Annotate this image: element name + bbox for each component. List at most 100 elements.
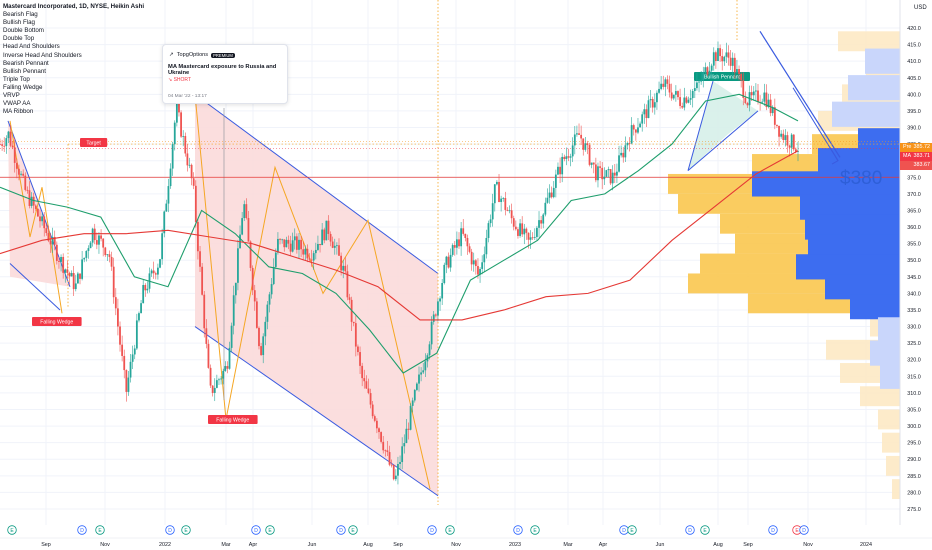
x-tick-11: Apr <box>599 542 608 548</box>
candle-body-346 <box>727 52 730 58</box>
candle-body-335 <box>704 67 707 73</box>
candle-body-378 <box>794 149 797 152</box>
candle-body-200 <box>420 372 423 375</box>
candle-body-26 <box>53 236 56 245</box>
legend-item-6[interactable]: Bearish Pennant <box>3 59 49 67</box>
legend-item-5[interactable]: Inverse Head And Shoulders <box>3 51 82 59</box>
candle-body-20 <box>41 216 44 222</box>
candle-body-180 <box>378 428 380 433</box>
legend-item-9[interactable]: Falling Wedge <box>3 83 43 91</box>
candle-body-350 <box>736 69 738 73</box>
y-tick-405: 405.0 <box>907 76 921 82</box>
candle-body-161 <box>338 245 340 256</box>
candle-body-210 <box>441 283 444 299</box>
legend-item-0[interactable]: Bearish Flag <box>3 11 38 19</box>
candle-body-7 <box>13 147 16 163</box>
candle-body-304 <box>639 123 641 128</box>
legend-item-11[interactable]: VWAP AA <box>3 100 31 108</box>
legend-item-1[interactable]: Bullish Flag <box>3 19 35 27</box>
arrow-head <box>829 147 839 165</box>
candle-body-191 <box>401 446 404 463</box>
candle-body-245 <box>514 226 517 230</box>
candle-body-240 <box>504 198 507 210</box>
candle-body-41 <box>85 250 88 258</box>
y-tick-280: 280.0 <box>907 490 921 496</box>
currency-label[interactable]: USD <box>914 5 927 11</box>
legend-item-4[interactable]: Head And Shoulders <box>3 43 60 51</box>
legend-item-8[interactable]: Triple Top <box>3 75 30 83</box>
candle-body-50 <box>104 247 107 256</box>
candle-body-33 <box>68 272 71 277</box>
idea-headline[interactable]: MA Mastercard exposure to Russia and Ukr… <box>168 64 277 76</box>
author-name[interactable]: TopgOptions <box>176 52 209 58</box>
candle-body-201 <box>422 370 425 373</box>
candle-body-98 <box>205 328 208 344</box>
candle-body-253 <box>531 237 534 239</box>
candle-body-149 <box>312 253 315 261</box>
candle-body-215 <box>451 245 454 255</box>
candle-body-79 <box>165 203 168 212</box>
vp-blue-4 <box>818 148 900 174</box>
symbol-title[interactable]: Mastercard Incorporated, 1D, NYSE, Heiki… <box>3 3 145 10</box>
event-marker-5 <box>251 525 261 535</box>
candle-body-113 <box>237 248 239 283</box>
candle-body-186 <box>390 464 393 466</box>
candle-body-32 <box>66 269 69 273</box>
candle-body-202 <box>424 361 427 371</box>
candle-body-306 <box>643 109 646 115</box>
moving-averages <box>0 93 799 374</box>
candle-body-63 <box>131 354 134 362</box>
candle-body-129 <box>270 284 273 295</box>
y-tick-340: 340.0 <box>907 291 921 297</box>
candle-body-292 <box>613 172 616 176</box>
y-tick-345: 345.0 <box>907 275 921 281</box>
candle-body-89 <box>186 153 189 166</box>
candle-body-109 <box>228 347 231 369</box>
candle-body-142 <box>298 239 300 250</box>
candle-body-91 <box>190 164 193 179</box>
y-tick-400: 400.0 <box>907 92 921 98</box>
x-tick-4: Apr <box>249 542 258 548</box>
legend-item-10[interactable]: VRVP <box>3 92 20 100</box>
falling-wedge-label-1-bg <box>32 317 82 326</box>
candle-body-288 <box>605 170 608 177</box>
candle-body-140 <box>293 236 296 241</box>
candle-body-309 <box>649 99 652 101</box>
candle-body-170 <box>357 346 359 353</box>
candle-body-273 <box>573 134 576 146</box>
time-axis[interactable]: Sep Nov 2022 Mar Apr Jun Aug Sep Nov 2023 Mar Apr Ju… <box>0 537 932 548</box>
candle-body-301 <box>632 125 635 130</box>
candle-body-331 <box>696 82 698 89</box>
event-marker-text-10: E <box>448 528 452 534</box>
candle-body-271 <box>569 156 572 158</box>
price-axis[interactable]: 275.0 280.0 285.0 290.0 295.0 300.0 305.0 310.0… <box>899 0 921 525</box>
candle-body-105 <box>220 378 222 380</box>
candle-body-145 <box>304 248 307 255</box>
candle-body-158 <box>331 241 334 248</box>
candle-body-56 <box>117 308 119 327</box>
candle-body-224 <box>470 251 473 265</box>
premium-badge: PREMIUM <box>211 52 235 58</box>
candle-body-219 <box>460 228 463 247</box>
candle-body-250 <box>525 228 528 233</box>
y-tick-325: 325.0 <box>907 341 921 347</box>
event-marker-3 <box>165 525 175 535</box>
idea-card[interactable]: ↗ TopgOptions PREMIUM MA Mastercard expo… <box>162 44 288 104</box>
candle-body-276 <box>580 134 583 139</box>
idea-author: ↗ TopgOptions PREMIUM <box>169 52 235 58</box>
last-price-tag: MA 383.71 <box>900 152 932 161</box>
legend-item-12[interactable]: MA Ribbon <box>3 108 34 116</box>
candle-body-286 <box>601 167 604 180</box>
legend-item-2[interactable]: Double Bottom <box>3 27 44 35</box>
legend-item-7[interactable]: Bullish Pennant <box>3 67 46 75</box>
candle-body-279 <box>586 143 589 146</box>
legend-item-3[interactable]: Double Top <box>3 35 35 43</box>
candle-body-67 <box>140 303 142 314</box>
event-marker-4 <box>181 525 191 535</box>
candle-body-268 <box>563 156 566 160</box>
candle-body-195 <box>409 405 412 430</box>
candle-body-371 <box>780 133 783 137</box>
candle-body-348 <box>731 57 734 66</box>
y-tick-285: 285.0 <box>907 474 921 480</box>
